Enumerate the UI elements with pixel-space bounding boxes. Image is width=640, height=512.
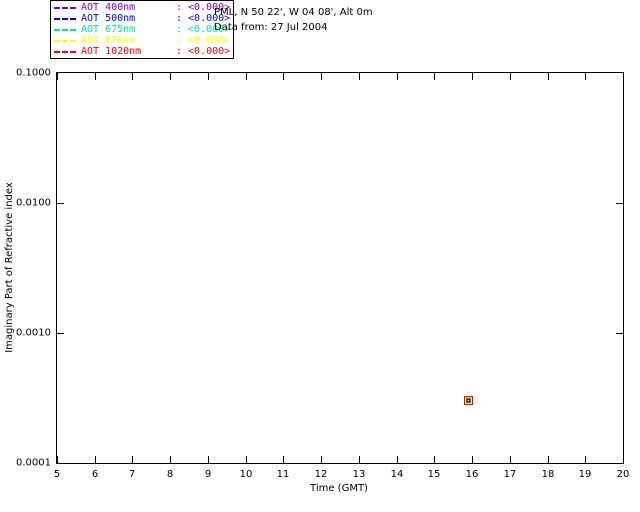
y-axis-title: Imaginary Part of Refractive index	[2, 72, 16, 462]
y-axis-title-text: Imaginary Part of Refractive index	[3, 181, 15, 353]
legend-entry-value: : <0.000>	[176, 46, 231, 57]
legend-item-aot-400nm: AOT 400nm : <0.000>	[54, 2, 230, 13]
chart-title-line-1: PML, N 50 22', W 04 08', Alt 0m	[214, 7, 373, 18]
x-axis-tick	[623, 456, 624, 463]
x-axis-tick-top	[132, 73, 133, 80]
x-axis-tick	[283, 456, 284, 463]
x-axis-tick	[434, 456, 435, 463]
x-axis-tick-label: 20	[616, 469, 630, 480]
x-axis-tick-top	[246, 73, 247, 80]
legend-entry-label: AOT 500nm	[81, 13, 136, 24]
legend-item-aot-870nm: AOT 870nm : <0.000>	[54, 35, 230, 46]
y-axis-tick-label: 0.0001	[16, 457, 51, 469]
x-axis-tick-label: 17	[503, 469, 517, 480]
x-axis-tick	[359, 456, 360, 463]
x-axis-tick	[132, 456, 133, 463]
data-point-aot-400nm	[466, 399, 470, 403]
x-axis-tick-top	[359, 73, 360, 80]
data-point-aot-1020nm	[463, 396, 473, 406]
y-axis-tick-label: 0.1000	[16, 67, 51, 79]
x-axis-tick-top	[623, 73, 624, 80]
x-axis-tick	[472, 456, 473, 463]
x-axis-tick-label: 16	[465, 469, 479, 480]
x-axis-tick	[510, 456, 511, 463]
x-axis-tick-top	[472, 73, 473, 80]
x-axis-tick	[397, 456, 398, 463]
x-axis-title: Time (GMT)	[310, 483, 368, 494]
x-axis-tick	[95, 456, 96, 463]
x-axis-tick	[170, 456, 171, 463]
legend-entry-label: AOT 675nm	[81, 24, 136, 35]
legend-line-swatch-icon	[54, 50, 76, 53]
legend-entry-text: AOT 870nm : <0.000>	[81, 35, 230, 46]
x-axis-tick-top	[585, 73, 586, 80]
x-axis-tick-top	[283, 73, 284, 80]
legend-item-aot-1020nm: AOT 1020nm : <0.000>	[54, 46, 230, 57]
x-axis-tick-top	[548, 73, 549, 80]
x-axis-tick-top	[170, 73, 171, 80]
legend-line-swatch-icon	[54, 39, 76, 42]
data-point-marker	[463, 396, 473, 406]
legend-item-aot-675nm: AOT 675nm : <0.000>	[54, 24, 230, 35]
x-axis-tick-top	[95, 73, 96, 80]
chart-title-line-2: Data from: 27 Jul 2004	[214, 22, 328, 33]
x-axis-tick-top	[208, 73, 209, 80]
legend-entry-value: : <0.000>	[176, 13, 231, 24]
legend-entry-text: AOT 1020nm : <0.000>	[81, 46, 230, 57]
x-axis-tick-top	[57, 73, 58, 80]
x-axis-tick	[246, 456, 247, 463]
x-axis-tick	[57, 456, 58, 463]
y-axis-tick	[57, 203, 64, 204]
legend-entry-text: AOT 675nm : <0.000>	[81, 24, 230, 35]
y-axis-tick	[57, 333, 64, 334]
plot-area: 5 6 7 8 9 10 11 12 13 14 15 16 17 18 19 20 0.0001 0.0010 0…	[16, 68, 629, 481]
x-axis-tick	[321, 456, 322, 463]
x-axis-tick-label: 11	[276, 469, 290, 480]
data-point-aot-870nm	[464, 397, 472, 405]
legend-entry-label: AOT 870nm	[81, 35, 136, 46]
x-axis-tick-label: 6	[91, 469, 99, 480]
legend-entry-text: AOT 500nm : <0.000>	[81, 13, 230, 24]
legend-entry-label: AOT 400nm	[81, 2, 136, 13]
x-axis-tick-label: 9	[204, 469, 212, 480]
x-axis-tick-label: 5	[53, 469, 61, 480]
legend-line-swatch-icon	[54, 17, 76, 20]
chart-legend: AOT 400nm: <0.000> AOT 500nm: <0.000> AOT …	[50, 0, 235, 59]
x-axis-tick	[548, 456, 549, 463]
legend-entry-label: AOT 1020nm	[81, 46, 142, 57]
legend-entry-text: AOT 400nm : <0.000>	[81, 2, 230, 13]
x-axis-tick-top	[321, 73, 322, 80]
x-axis-tick-label: 13	[352, 469, 366, 480]
legend-entry-value: : <0.000>	[176, 24, 231, 35]
x-axis-tick-top	[434, 73, 435, 80]
x-axis-tick-label: 14	[390, 469, 404, 480]
x-axis-tick-label: 15	[427, 469, 441, 480]
x-axis-tick-label: 18	[541, 469, 555, 480]
legend-item-aot-500nm: AOT 500nm : <0.000>	[54, 13, 230, 24]
x-axis-tick-label: 7	[128, 469, 136, 480]
plot-inner: 5 6 7 8 9 10 11 12 13 14 15 16 17 18 19 20 0.0001 0.0010 0…	[16, 68, 629, 481]
y-axis-tick-label: 0.0100	[16, 197, 51, 209]
legend-entry-value: : <0.000>	[176, 35, 231, 46]
x-axis-tick-top	[397, 73, 398, 80]
y-axis-tick-label: 0.0010	[16, 327, 51, 339]
x-axis-tick-top	[510, 73, 511, 80]
x-axis-tick	[208, 456, 209, 463]
legend-line-swatch-icon	[54, 28, 76, 31]
chart-title-block: PML, N 50 22', W 04 08', Alt 0m Data fro…	[214, 5, 373, 35]
x-axis-tick-label: 10	[239, 469, 253, 480]
x-axis-tick	[585, 456, 586, 463]
legend-entry-value: : <0.000>	[176, 2, 231, 13]
y-axis-tick-right	[616, 203, 623, 204]
y-axis-tick-right	[616, 333, 623, 334]
x-axis-tick-label: 19	[578, 469, 592, 480]
legend-line-swatch-icon	[54, 6, 76, 9]
x-axis-tick-label: 12	[314, 469, 328, 480]
x-axis-tick-label: 8	[166, 469, 174, 480]
